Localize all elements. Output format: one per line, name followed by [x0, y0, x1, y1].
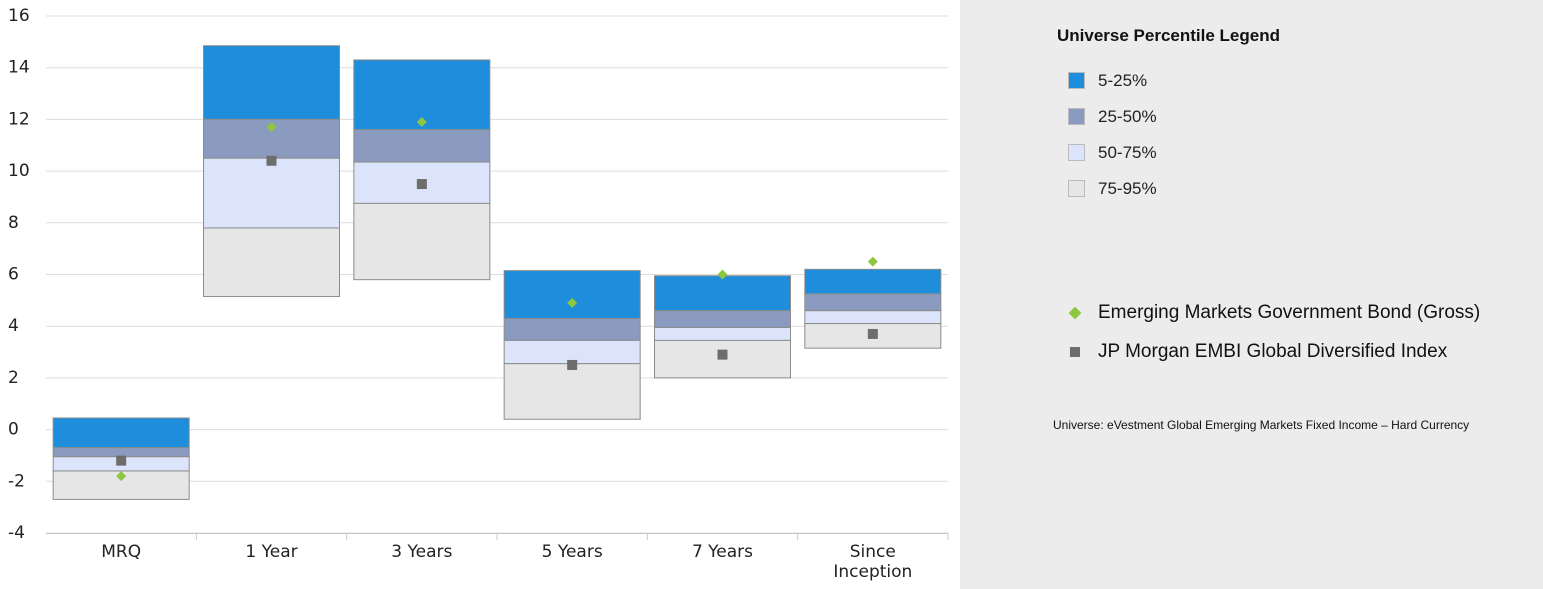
percentile-band: [203, 227, 340, 297]
percentile-band: [503, 363, 641, 420]
y-tick-label: 4: [8, 316, 19, 336]
percentile-band: [52, 447, 190, 458]
fund-marker: [416, 116, 427, 127]
x-tick-label: 1 Year: [245, 542, 298, 562]
x-tick-label: 5 Years: [541, 542, 603, 562]
index-marker: [266, 155, 277, 166]
x-tick-label: Since Inception: [833, 542, 913, 582]
x-tick-label: 3 Years: [391, 542, 453, 562]
y-tick-label: 6: [8, 265, 19, 285]
legend-swatch: [1068, 180, 1085, 197]
y-tick-label: 10: [8, 161, 30, 181]
y-tick-label: 2: [8, 368, 19, 388]
y-tick-label: -4: [8, 523, 25, 543]
percentile-band: [52, 417, 190, 449]
y-tick-label: -2: [8, 471, 25, 491]
legend-swatch: [1068, 144, 1085, 161]
legend-title: Universe Percentile Legend: [1057, 26, 1280, 45]
legend-marker: [1068, 306, 1082, 320]
legend-marker: [1070, 347, 1080, 357]
fund-marker: [116, 471, 127, 482]
fund-marker: [717, 269, 728, 280]
percentile-band: [654, 310, 791, 328]
legend-label: 50-75%: [1098, 143, 1157, 162]
legend-swatch: [1068, 72, 1085, 89]
percentile-band: [654, 326, 791, 341]
percentile-band: [804, 268, 942, 295]
fund-marker: [567, 297, 578, 308]
index-marker: [867, 328, 878, 339]
index-marker: [717, 349, 728, 360]
fund-marker: [867, 256, 878, 267]
percentile-band: [804, 310, 942, 325]
percentile-band: [503, 270, 641, 319]
legend-label: 5-25%: [1098, 71, 1148, 90]
percentile-band: [654, 275, 791, 312]
percentile-band: [353, 129, 491, 163]
y-tick-label: 16: [8, 6, 30, 26]
legend-label: JP Morgan EMBI Global Diversified Index: [1098, 341, 1448, 362]
chart: -4 -2 0 2 4 6 8 10 12 14 16: [8, 6, 949, 543]
percentile-band: [804, 293, 942, 312]
y-tick-label: 12: [8, 109, 30, 129]
y-tick-label: 0: [8, 420, 19, 440]
index-marker: [416, 179, 427, 190]
legend-swatch: [1068, 108, 1085, 125]
fund-marker: [266, 122, 277, 133]
legend-panel: Universe Percentile Legend Universe: eVe…: [960, 0, 1543, 589]
percentile-band: [503, 317, 641, 341]
y-tick-label: 14: [8, 58, 30, 78]
percentile-band: [353, 202, 491, 281]
x-tick-label: MRQ: [101, 542, 142, 562]
legend-label: 75-95%: [1098, 179, 1157, 198]
index-marker: [116, 455, 127, 466]
index-marker: [567, 359, 578, 370]
legend-label: Emerging Markets Government Bond (Gross): [1098, 302, 1481, 323]
note: Universe: eVestment Global Emerging Mark…: [1053, 418, 1470, 432]
percentile-band: [203, 157, 340, 229]
x-tick-label: 7 Years: [691, 542, 754, 562]
legend-label: 25-50%: [1098, 107, 1157, 126]
y-tick-label: 8: [8, 213, 19, 233]
percentile-band: [203, 45, 340, 120]
